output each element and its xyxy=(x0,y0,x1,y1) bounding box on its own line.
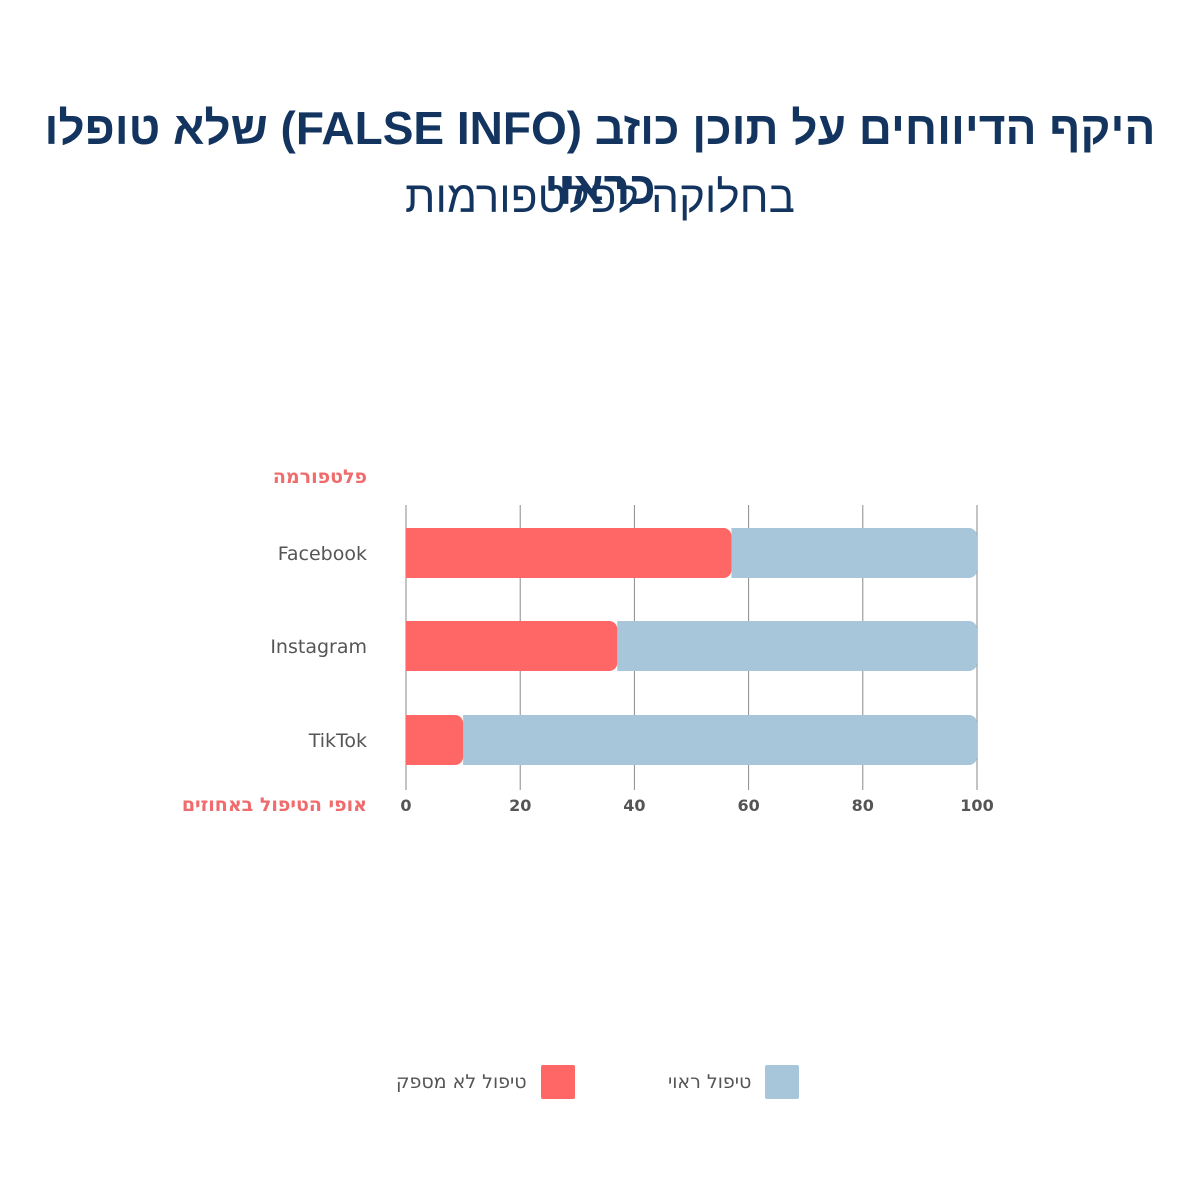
x-tick-label-100: 100 xyxy=(960,796,993,815)
legend-label-insufficient: טיפול לא מספק xyxy=(396,1071,527,1093)
chart-subtitle: בחלוקה לפלטפורמות xyxy=(405,173,795,222)
bar-edge-facebook-proper xyxy=(731,528,746,578)
category-label-instagram: Instagram xyxy=(270,636,367,658)
chart-title: היקף הדיווחים על תוכן כוזב (FALSE INFO) … xyxy=(44,102,1156,214)
category-label-tiktok: TikTok xyxy=(308,730,367,752)
x-tick-label-40: 40 xyxy=(623,796,645,815)
bar-edge-tiktok-insufficient xyxy=(406,715,414,765)
bar-tiktok-proper xyxy=(463,715,978,765)
y-axis-title: פלטפורמה xyxy=(273,466,367,488)
category-label-facebook: Facebook xyxy=(278,543,367,565)
bar-facebook-proper xyxy=(731,528,977,578)
bar-edge-tiktok-proper xyxy=(463,715,478,765)
legend-item-proper: טיפול ראוי xyxy=(668,1064,800,1100)
bar-edge-instagram-proper xyxy=(617,621,632,671)
legend-swatch-insufficient xyxy=(540,1065,575,1099)
bar-tiktok-insufficient xyxy=(406,715,464,765)
legend-label-proper: טיפול ראוי xyxy=(668,1071,752,1093)
bar-edge-facebook-insufficient xyxy=(406,528,414,578)
x-tick-label-60: 60 xyxy=(737,796,759,815)
x-axis-title: אופי הטיפול באחוזים xyxy=(182,794,367,816)
bar-edge-instagram-insufficient xyxy=(406,621,414,671)
x-tick-label-20: 20 xyxy=(509,796,531,815)
legend-item-insufficient: טיפול לא מספק xyxy=(396,1064,575,1100)
x-tick-label-0: 0 xyxy=(400,796,411,815)
bar-instagram-proper xyxy=(617,621,977,671)
legend-swatch-proper xyxy=(765,1065,800,1099)
bar-facebook-insufficient xyxy=(406,528,732,578)
bar-instagram-insufficient xyxy=(406,621,618,671)
x-tick-label-80: 80 xyxy=(852,796,874,815)
